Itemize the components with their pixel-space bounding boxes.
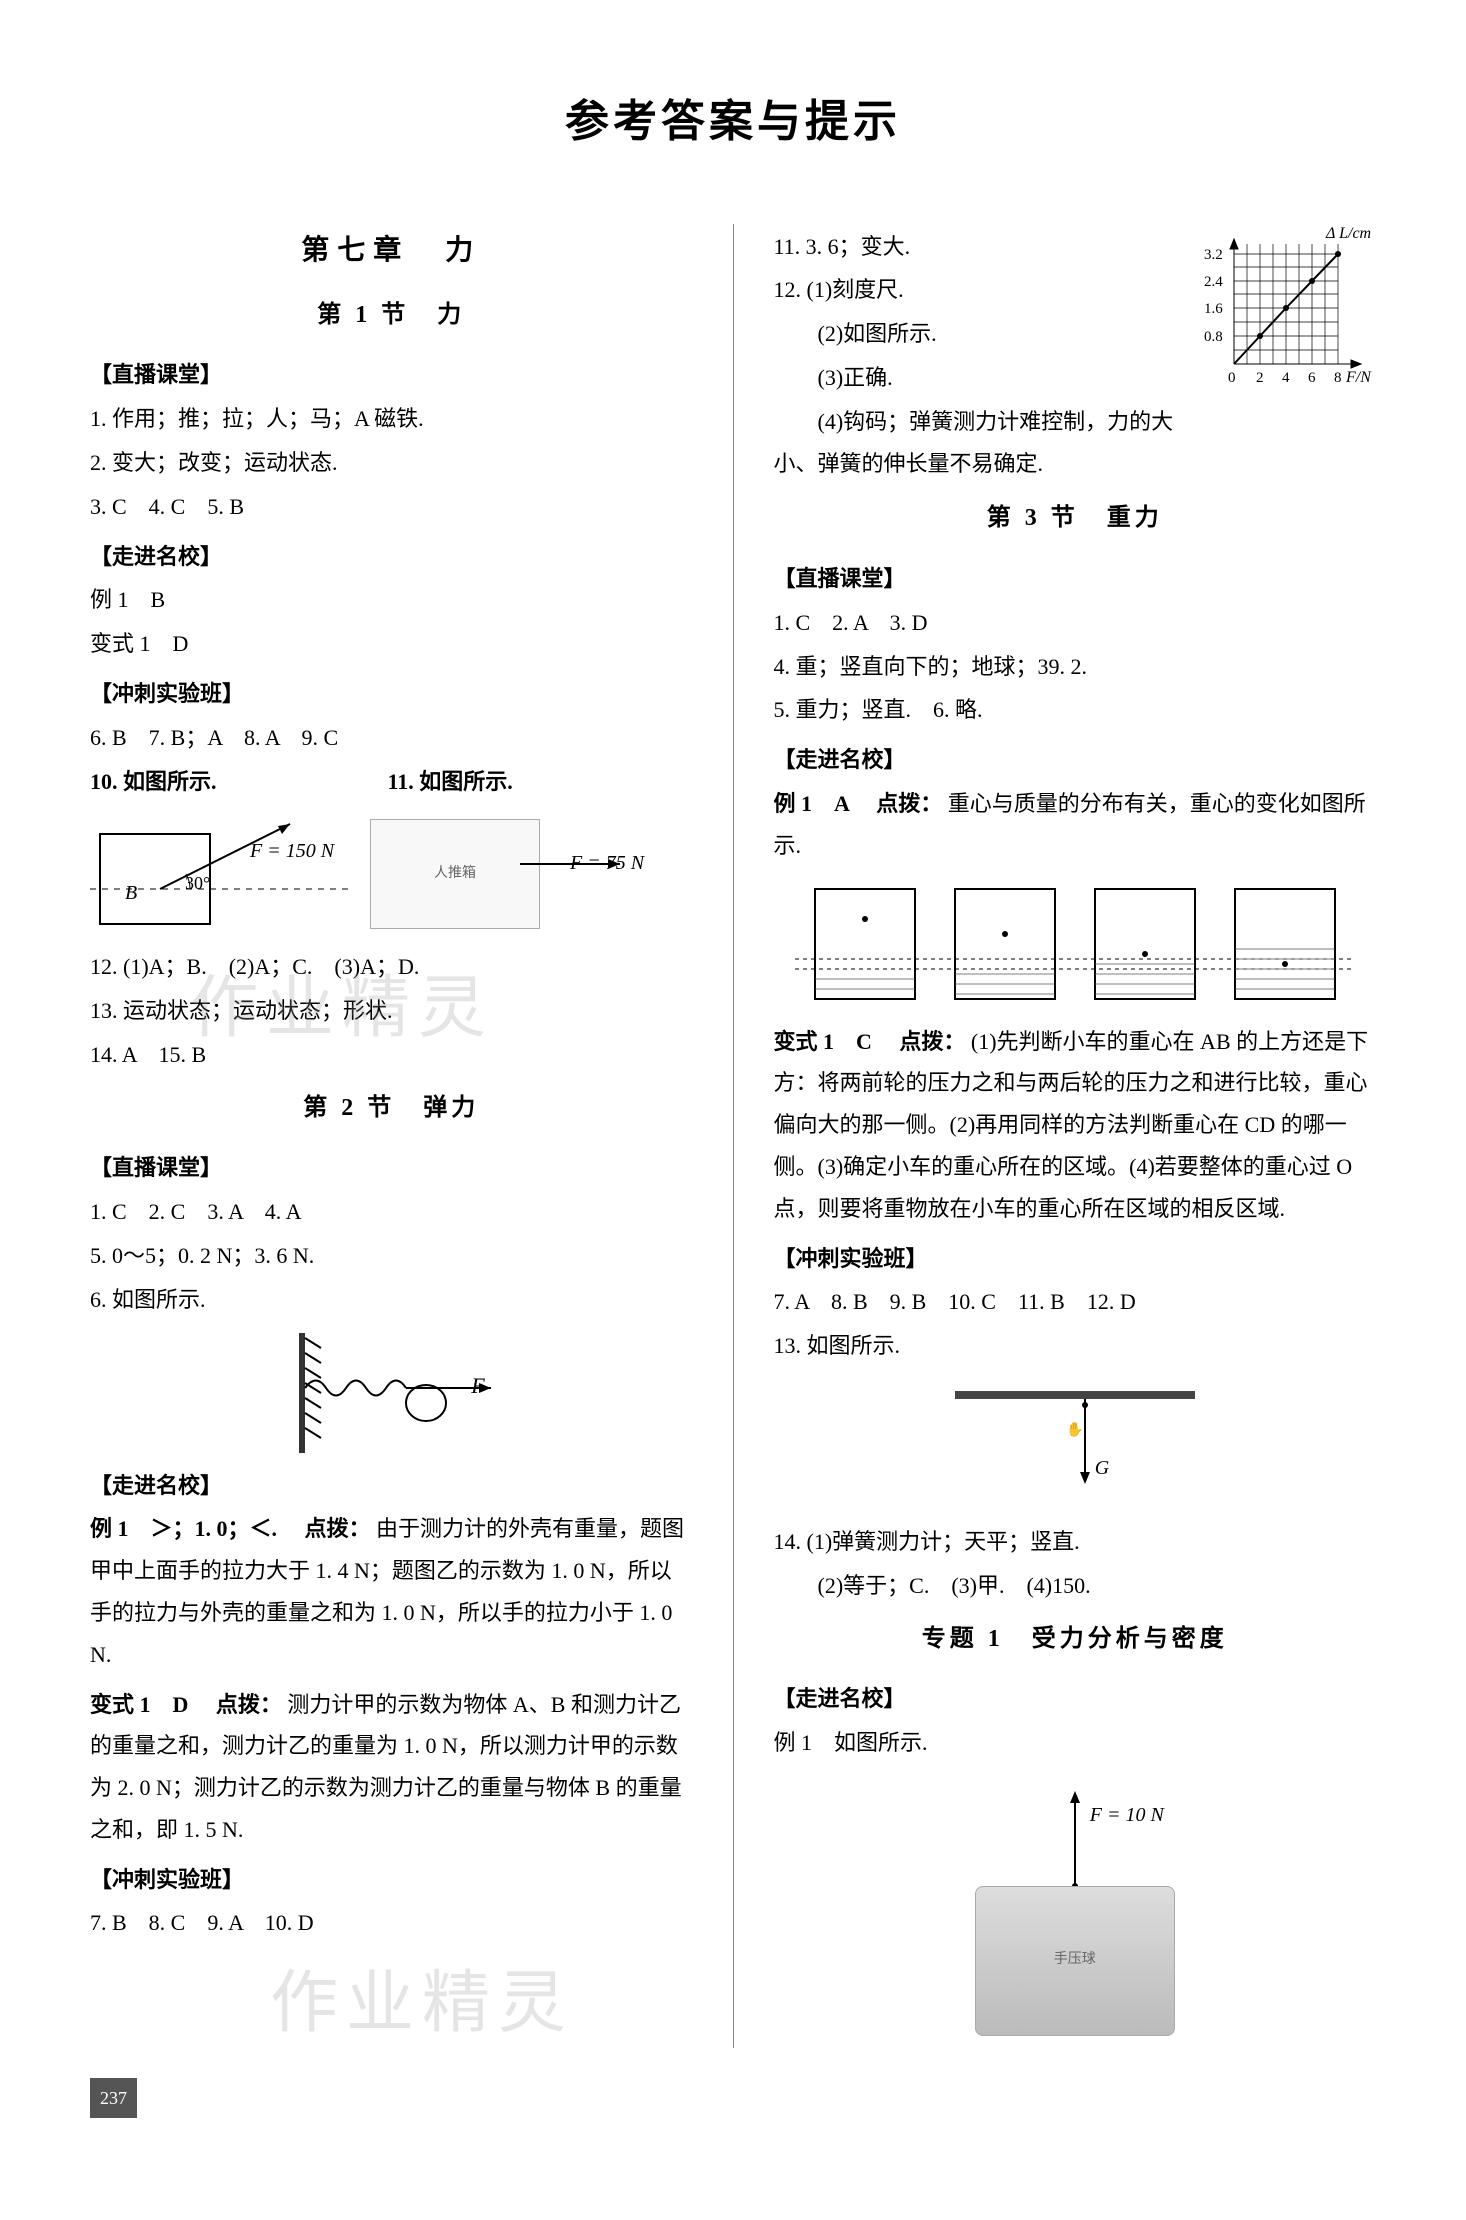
ex1r-prefix: 例 1 A (774, 791, 871, 816)
left-column: 第七章 力 第 1 节 力 【直播课堂】 1. 作用；推；拉；人；马；A 磁铁.… (90, 224, 693, 2048)
figure-hand-g: ✋ G (774, 1379, 1377, 1509)
heading-zhibo-3: 【直播课堂】 (774, 558, 1377, 600)
angle-label: 30° (185, 866, 210, 900)
answer-line: 例 1 A 点拨： 重心与质量的分布有关，重心的变化如图所示. (774, 783, 1377, 867)
figure-force-75n: 人推箱 F = 75 N (370, 814, 650, 934)
main-title: 参考答案与提示 (90, 80, 1376, 164)
answer-line: 13. 如图所示. (774, 1325, 1377, 1367)
answer-line: 变式 1 C 点拨： (1)先判断小车的重心在 AB 的上方还是下方：将两前轮的… (774, 1021, 1377, 1230)
answer-line: 6. B 7. B；A 8. A 9. C (90, 717, 693, 759)
var1r-text: (1)先判断小车的重心在 AB 的上方还是下方：将两前轮的压力之和与两后轮的压力… (774, 1029, 1369, 1221)
page-number: 237 (90, 2078, 137, 2118)
answer-line: 1. C 2. C 3. A 4. A (90, 1191, 693, 1233)
var1r-hint: 点拨： (899, 1029, 965, 1054)
ex1r-hint: 点拨： (876, 791, 942, 816)
svg-text:6: 6 (1308, 370, 1316, 386)
q10-label: 10. 如图所示. (90, 769, 217, 794)
answer-line: (4)钩码；弹簧测力计难控制，力的大小、弹簧的伸长量不易确定. (774, 401, 1377, 485)
line-chart: Δ L/cm (1196, 224, 1376, 408)
answer-line: 6. 如图所示. (90, 1279, 693, 1321)
heading-zoujin-t1: 【走进名校】 (774, 1678, 1377, 1720)
heading-chongci-2: 【冲刺实验班】 (90, 1859, 693, 1901)
answer-line: 例 1 B (90, 579, 693, 621)
answer-line: 14. (1)弹簧测力计；天平；竖直. (774, 1521, 1377, 1563)
answer-line: (2)等于；C. (3)甲. (4)150. (774, 1565, 1377, 1607)
answer-line: 10. 如图所示. 11. 如图所示. (90, 761, 693, 803)
heading-zoujin: 【走进名校】 (90, 536, 693, 578)
answer-line: 5. 0～5；0. 2 N；3. 6 N. (90, 1235, 693, 1277)
point-b-label: B (125, 874, 137, 912)
chart-y-label: Δ L/cm (1325, 225, 1371, 242)
svg-text:2.4: 2.4 (1204, 274, 1223, 290)
figure-spring: F (90, 1333, 693, 1453)
answer-line: 变式 1 D 点拨： 测力计甲的示数为物体 A、B 和测力计乙的重量之和，测力计… (90, 1684, 693, 1851)
two-column-layout: 第七章 力 第 1 节 力 【直播课堂】 1. 作用；推；拉；人；马；A 磁铁.… (90, 224, 1376, 2048)
section2-title: 第 2 节 弹力 (90, 1086, 693, 1132)
svg-text:2: 2 (1256, 370, 1264, 386)
svg-text:1.6: 1.6 (1204, 301, 1223, 317)
force-f-label: F (471, 1365, 484, 1407)
topic1-title: 专题 1 受力分析与密度 (774, 1617, 1377, 1663)
var1-prefix: 变式 1 D (90, 1692, 210, 1717)
figure-force-150n: B 30° F = 150 N (90, 814, 350, 934)
force-75-label: F = 75 N (570, 844, 644, 882)
svg-text:3.2: 3.2 (1204, 247, 1223, 263)
svg-text:8: 8 (1334, 370, 1342, 386)
answer-line: 13. 运动状态；运动状态；形状. (90, 990, 693, 1032)
column-divider (733, 224, 734, 2048)
answer-line: 1. C 2. A 3. D (774, 602, 1377, 644)
svg-text:0.8: 0.8 (1204, 329, 1223, 345)
answer-line: 14. A 15. B (90, 1034, 693, 1076)
figure-row-1: B 30° F = 150 N 人推箱 F = 75 N (90, 814, 693, 934)
answer-line: 3. C 4. C 5. B (90, 486, 693, 528)
q11-label: 11. 如图所示. (388, 769, 513, 794)
section1-title: 第 1 节 力 (90, 293, 693, 339)
watermark-2: 作业精灵 (270, 1939, 574, 2068)
heading-chongci: 【冲刺实验班】 (90, 673, 693, 715)
svg-text:F/N: F/N (1345, 369, 1372, 386)
section3-title: 第 3 节 重力 (774, 496, 1377, 542)
var1-hint: 点拨： (216, 1692, 282, 1717)
answer-line: 2. 变大；改变；运动状态. (90, 442, 693, 484)
answer-line: 变式 1 D (90, 623, 693, 665)
answer-line: 7. B 8. C 9. A 10. D (90, 1902, 693, 1944)
heading-chongci-3: 【冲刺实验班】 (774, 1238, 1377, 1280)
right-column: Δ L/cm (774, 224, 1377, 2048)
heading-zhibo-2: 【直播课堂】 (90, 1147, 693, 1189)
svg-text:4: 4 (1282, 370, 1290, 386)
force-10n-label: F = 10 N (1090, 1796, 1164, 1834)
figure-centroid-boxes (774, 879, 1377, 1009)
answer-line: 4. 重；竖直向下的；地球；39. 2. (774, 646, 1377, 688)
answer-line: 12. (1)A；B. (2)A；C. (3)A；D. (90, 946, 693, 988)
var1r-prefix: 变式 1 C (774, 1029, 894, 1054)
g-label: G (1095, 1449, 1109, 1487)
ex1-hint: 点拨： (305, 1516, 371, 1541)
heading-zhibo: 【直播课堂】 (90, 354, 693, 396)
heading-zoujin-2: 【走进名校】 (90, 1465, 693, 1507)
answer-line: 5. 重力；竖直. 6. 略. (774, 689, 1377, 731)
answer-line: 1. 作用；推；拉；人；马；A 磁铁. (90, 398, 693, 440)
figure-hand-ball: F = 10 N 手压球 (774, 1776, 1377, 2036)
svg-text:0: 0 (1228, 370, 1236, 386)
answer-line: 7. A 8. B 9. B 10. C 11. B 12. D (774, 1281, 1377, 1323)
ex1-prefix: 例 1 ＞；1. 0；＜. (90, 1516, 299, 1541)
answer-line: 例 1 如图所示. (774, 1722, 1377, 1764)
chapter-title: 第七章 力 (90, 224, 693, 277)
heading-zoujin-3: 【走进名校】 (774, 739, 1377, 781)
force-150-label: F = 150 N (250, 832, 334, 870)
answer-line: 例 1 ＞；1. 0；＜. 点拨： 由于测力计的外壳有重量，题图甲中上面手的拉力… (90, 1508, 693, 1675)
